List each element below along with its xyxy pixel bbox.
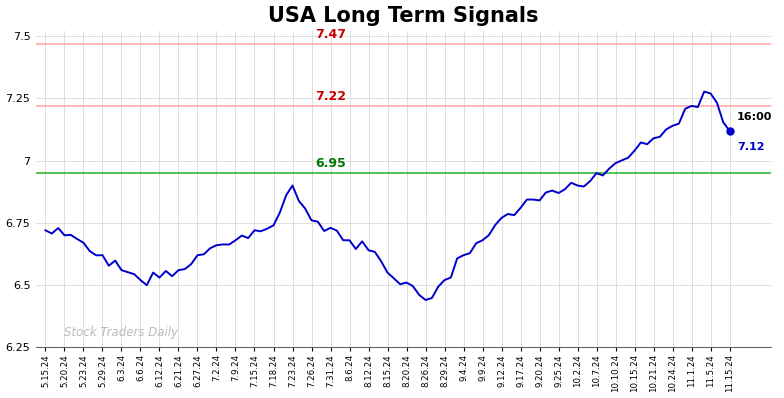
Text: 7.47: 7.47: [315, 28, 346, 41]
Text: 6.95: 6.95: [315, 157, 346, 170]
Text: 7.22: 7.22: [315, 90, 346, 103]
Title: USA Long Term Signals: USA Long Term Signals: [268, 6, 539, 25]
Text: 7.12: 7.12: [737, 142, 764, 152]
Text: Stock Traders Daily: Stock Traders Daily: [64, 326, 179, 339]
Text: 16:00: 16:00: [737, 112, 772, 122]
